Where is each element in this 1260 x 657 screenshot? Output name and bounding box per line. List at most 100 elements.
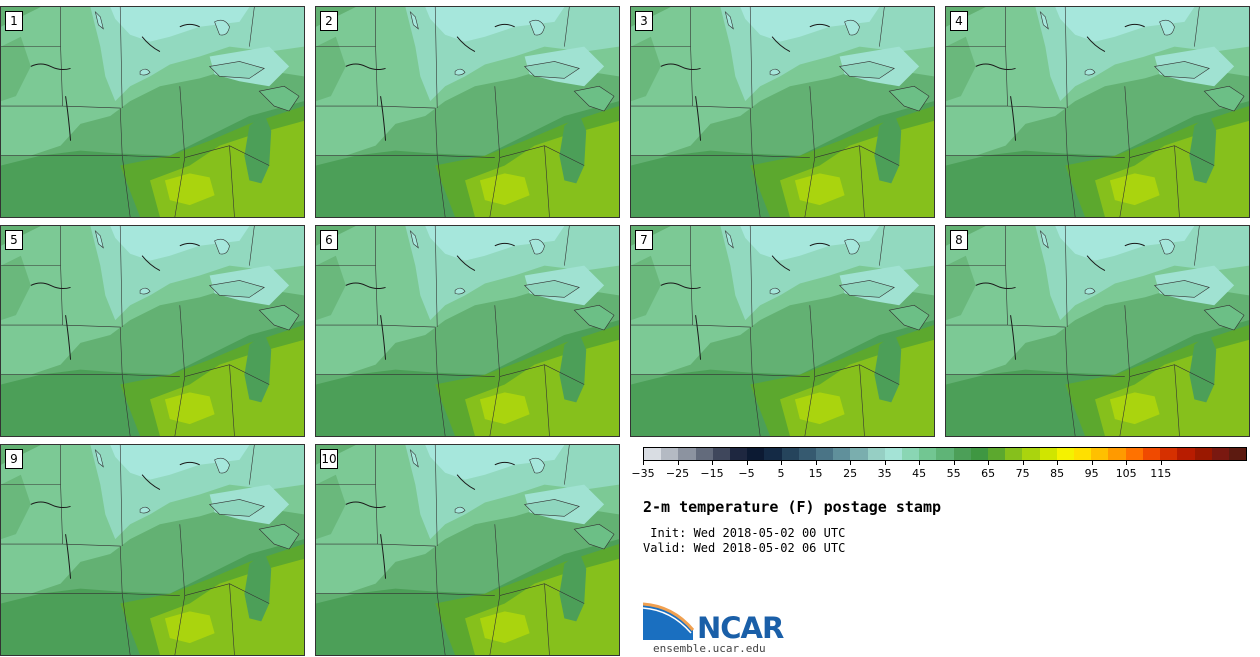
colorbar	[643, 447, 1247, 461]
colorbar-segment	[1005, 448, 1023, 460]
stamp-panel-10: 10	[315, 444, 620, 656]
stamp-panel-1: 1	[0, 6, 305, 218]
colorbar-tick	[988, 461, 990, 465]
temperature-map	[631, 226, 934, 436]
member-number: 6	[320, 230, 338, 250]
colorbar-tick-label: 75	[1015, 467, 1030, 480]
colorbar-tick-label: −25	[665, 467, 690, 480]
colorbar-segment	[988, 448, 1006, 460]
colorbar-segment	[919, 448, 937, 460]
colorbar-segment	[1160, 448, 1178, 460]
colorbar-tick	[1091, 461, 1093, 465]
stamp-panel-4: 4	[945, 6, 1250, 218]
colorbar-segment	[833, 448, 851, 460]
stamp-panel-5: 5	[0, 225, 305, 437]
colorbar-tick	[953, 461, 955, 465]
stamp-panel-8: 8	[945, 225, 1250, 437]
colorbar-segment	[816, 448, 834, 460]
plot-title: 2-m temperature (F) postage stamp	[643, 498, 942, 516]
stamp-panel-7: 7	[630, 225, 935, 437]
colorbar-tick	[712, 461, 714, 465]
colorbar-tick	[746, 461, 748, 465]
colorbar-segment	[970, 448, 989, 460]
colorbar-tick-label: 25	[843, 467, 858, 480]
colorbar-segment	[764, 448, 782, 460]
colorbar-segment	[1177, 448, 1195, 460]
temperature-map	[316, 445, 619, 655]
colorbar-tick-label: 5	[777, 467, 785, 480]
colorbar-segment	[1125, 448, 1143, 460]
colorbar-segment	[661, 448, 679, 460]
temperature-map	[631, 7, 934, 217]
colorbar-segment	[902, 448, 920, 460]
colorbar-tick-label: 15	[808, 467, 823, 480]
colorbar-ticks: −35 −25 −15 −5 5 15 25 35 45 55 65 75 85 95 105 115	[631, 461, 1247, 485]
colorbar-segment	[1074, 448, 1092, 460]
member-number: 2	[320, 11, 338, 31]
colorbar-tick-label: 35	[877, 467, 892, 480]
colorbar-tick	[781, 461, 783, 465]
colorbar-tick	[1022, 461, 1024, 465]
time-info: Init: Wed 2018-05-02 00 UTC Valid: Wed 2…	[643, 526, 845, 556]
colorbar-segment	[730, 448, 748, 460]
temperature-map	[316, 7, 619, 217]
member-number: 5	[5, 230, 23, 250]
colorbar-tick	[850, 461, 852, 465]
member-number: 7	[635, 230, 653, 250]
temperature-map	[1, 226, 304, 436]
colorbar-segment	[936, 448, 954, 460]
colorbar-tick-label: 65	[981, 467, 996, 480]
member-number: 10	[320, 449, 338, 469]
ncar-logo-icon	[643, 602, 695, 640]
temperature-map	[946, 226, 1249, 436]
colorbar-segment	[1142, 448, 1161, 460]
stamp-panel-3: 3	[630, 6, 935, 218]
colorbar-segment	[1211, 448, 1229, 460]
temperature-map	[1, 7, 304, 217]
colorbar-segment	[1108, 448, 1126, 460]
website-url[interactable]: ensemble.ucar.edu	[653, 642, 766, 655]
colorbar-tick	[1126, 461, 1128, 465]
colorbar-tick-label: 115	[1150, 467, 1172, 480]
colorbar-tick	[919, 461, 921, 465]
colorbar-segment	[884, 448, 903, 460]
colorbar-tick	[1057, 461, 1059, 465]
init-time: Init: Wed 2018-05-02 00 UTC	[643, 526, 846, 540]
colorbar-tick	[884, 461, 886, 465]
colorbar-segment	[644, 448, 662, 460]
colorbar-segment	[850, 448, 868, 460]
stamp-panel-9: 9	[0, 444, 305, 656]
stamp-panel-6: 6	[315, 225, 620, 437]
colorbar-segment	[953, 448, 971, 460]
colorbar-tick-label: 85	[1050, 467, 1065, 480]
colorbar-segment	[712, 448, 731, 460]
colorbar-segment	[747, 448, 765, 460]
colorbar-segment	[781, 448, 799, 460]
colorbar-tick	[815, 461, 817, 465]
member-number: 3	[635, 11, 653, 31]
colorbar-segment	[1022, 448, 1040, 460]
colorbar-segment	[1039, 448, 1057, 460]
temperature-map	[316, 226, 619, 436]
logo-text: NCAR	[697, 611, 784, 645]
colorbar-tick	[677, 461, 679, 465]
member-number: 9	[5, 449, 23, 469]
colorbar-tick-label: −15	[700, 467, 724, 480]
colorbar-tick-label: −5	[738, 467, 755, 480]
colorbar-segment	[695, 448, 713, 460]
colorbar-segment	[1228, 448, 1247, 460]
colorbar-segment	[867, 448, 885, 460]
temperature-map	[946, 7, 1249, 217]
colorbar-segment	[1194, 448, 1212, 460]
member-number: 1	[5, 11, 23, 31]
colorbar-segment	[1056, 448, 1075, 460]
valid-time: Valid: Wed 2018-05-02 06 UTC	[643, 541, 846, 555]
colorbar-tick-label: 95	[1084, 467, 1099, 480]
colorbar-tick-label: 105	[1115, 467, 1137, 480]
temperature-map	[1, 445, 304, 655]
colorbar-tick-label: 55	[946, 467, 961, 480]
stamp-panel-2: 2	[315, 6, 620, 218]
colorbar-tick-label: −35	[631, 467, 655, 480]
colorbar-segment	[678, 448, 696, 460]
member-number: 8	[950, 230, 968, 250]
